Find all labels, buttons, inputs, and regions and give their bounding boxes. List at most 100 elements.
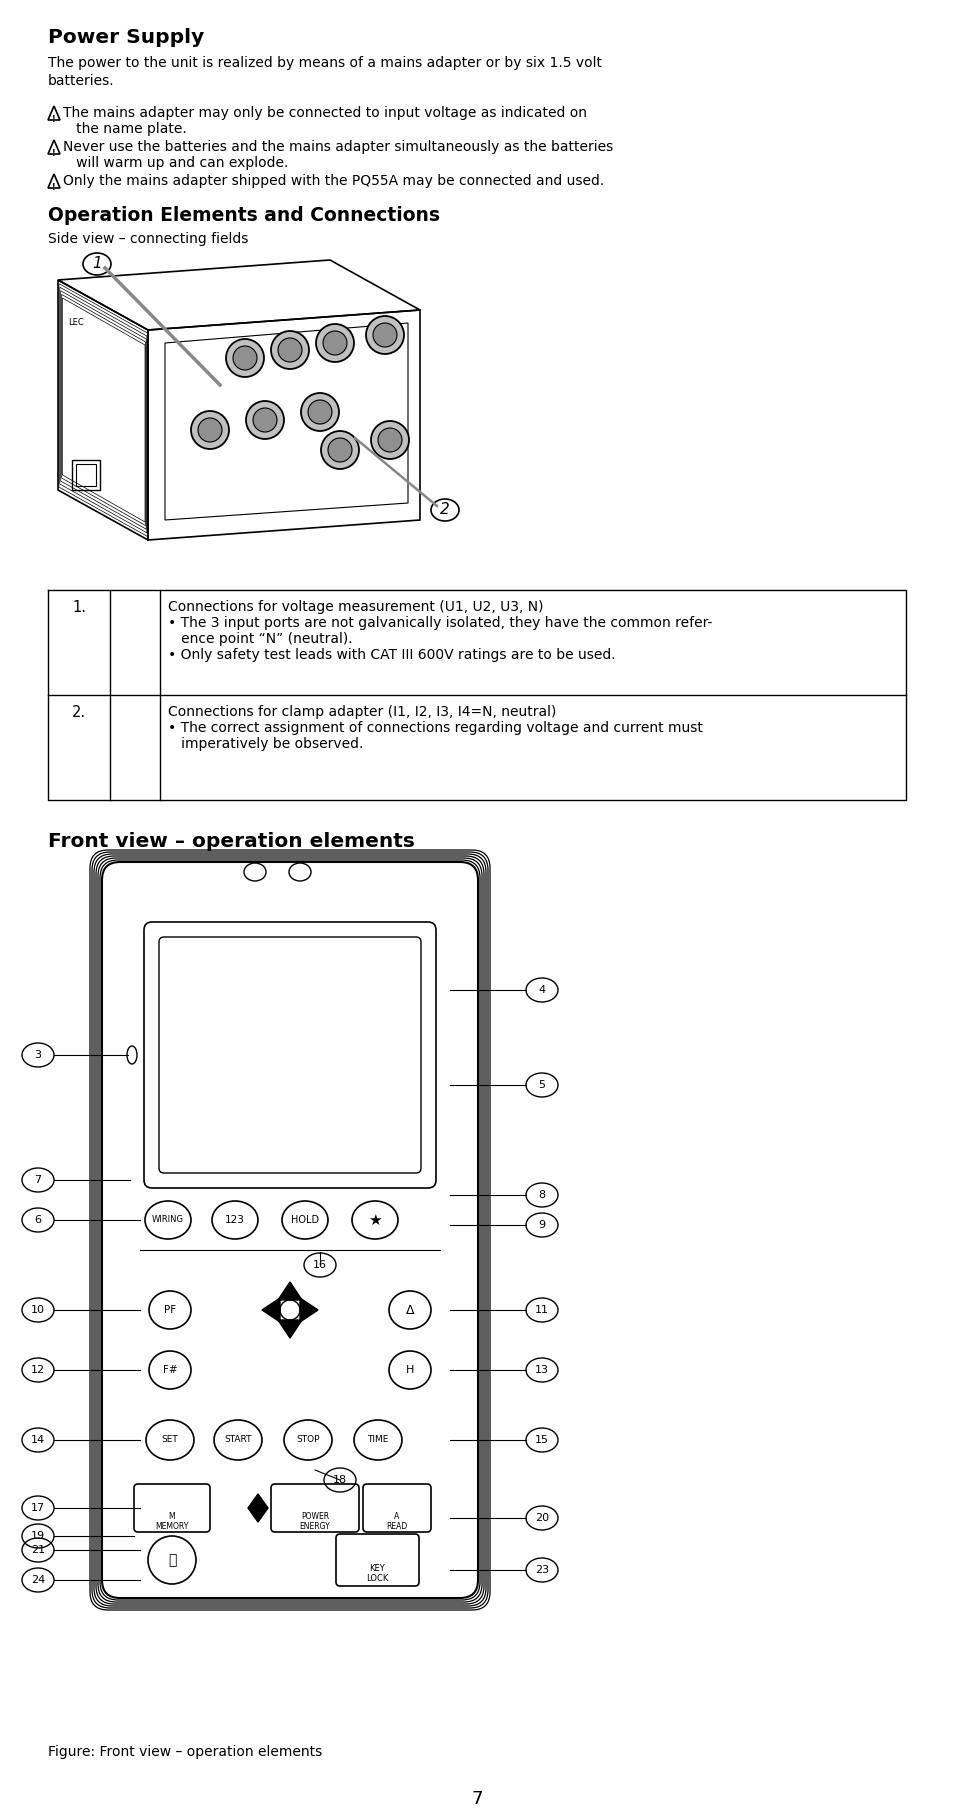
- Ellipse shape: [253, 407, 276, 433]
- Text: M
MEMORY: M MEMORY: [155, 1513, 189, 1531]
- Text: !: !: [52, 115, 56, 124]
- Ellipse shape: [226, 338, 264, 376]
- Ellipse shape: [328, 438, 352, 462]
- Ellipse shape: [198, 418, 222, 442]
- Ellipse shape: [191, 411, 229, 449]
- Ellipse shape: [373, 324, 396, 347]
- Text: TIME: TIME: [367, 1436, 388, 1445]
- FancyBboxPatch shape: [133, 1483, 210, 1533]
- Text: 14: 14: [30, 1434, 45, 1445]
- Text: 16: 16: [313, 1260, 327, 1271]
- Text: START: START: [224, 1436, 252, 1445]
- Text: 6: 6: [34, 1214, 42, 1225]
- Text: batteries.: batteries.: [48, 75, 114, 87]
- Text: 4: 4: [537, 985, 545, 994]
- Text: 24: 24: [30, 1574, 45, 1585]
- Ellipse shape: [323, 331, 347, 355]
- Text: ⏻: ⏻: [168, 1553, 176, 1567]
- Text: 5: 5: [537, 1080, 545, 1091]
- Ellipse shape: [320, 431, 358, 469]
- Text: 21: 21: [30, 1545, 45, 1554]
- Text: F#: F#: [163, 1365, 177, 1374]
- FancyBboxPatch shape: [94, 854, 485, 1605]
- Text: Never use the batteries and the mains adapter simultaneously as the batteries: Never use the batteries and the mains ad…: [63, 140, 613, 155]
- Text: Connections for voltage measurement (U1, U2, U3, N): Connections for voltage measurement (U1,…: [168, 600, 543, 614]
- Text: 8: 8: [537, 1191, 545, 1200]
- Text: Front view – operation elements: Front view – operation elements: [48, 833, 415, 851]
- Ellipse shape: [246, 402, 284, 438]
- Text: 13: 13: [535, 1365, 548, 1374]
- FancyBboxPatch shape: [363, 1483, 431, 1533]
- Ellipse shape: [301, 393, 338, 431]
- Text: 11: 11: [535, 1305, 548, 1314]
- Text: 12: 12: [30, 1365, 45, 1374]
- FancyBboxPatch shape: [90, 851, 490, 1611]
- Text: 20: 20: [535, 1513, 549, 1523]
- Text: 15: 15: [535, 1434, 548, 1445]
- Text: 2: 2: [439, 502, 450, 518]
- Text: The power to the unit is realized by means of a mains adapter or by six 1.5 volt: The power to the unit is realized by mea…: [48, 56, 601, 71]
- FancyBboxPatch shape: [100, 860, 479, 1600]
- Text: Δ: Δ: [405, 1304, 414, 1316]
- Text: imperatively be observed.: imperatively be observed.: [168, 736, 363, 751]
- Ellipse shape: [366, 316, 403, 355]
- Ellipse shape: [371, 422, 409, 458]
- Text: 3: 3: [34, 1051, 42, 1060]
- FancyBboxPatch shape: [102, 862, 477, 1598]
- Polygon shape: [299, 1298, 317, 1322]
- Text: !: !: [52, 184, 56, 193]
- Text: the name plate.: the name plate.: [63, 122, 187, 136]
- Text: A
READ: A READ: [386, 1513, 407, 1531]
- Text: • The 3 input ports are not galvanically isolated, they have the common refer-: • The 3 input ports are not galvanically…: [168, 616, 712, 631]
- Text: ence point “N” (neutral).: ence point “N” (neutral).: [168, 633, 353, 645]
- Ellipse shape: [315, 324, 354, 362]
- Text: 7: 7: [34, 1174, 42, 1185]
- Text: 1.: 1.: [71, 600, 86, 614]
- Ellipse shape: [308, 400, 332, 424]
- Text: 9: 9: [537, 1220, 545, 1231]
- Polygon shape: [248, 1494, 268, 1507]
- Text: Figure: Front view – operation elements: Figure: Front view – operation elements: [48, 1745, 322, 1760]
- Text: ★: ★: [368, 1213, 381, 1227]
- Ellipse shape: [377, 427, 401, 453]
- Text: POWER
ENERGY: POWER ENERGY: [299, 1513, 330, 1531]
- Text: The mains adapter may only be connected to input voltage as indicated on: The mains adapter may only be connected …: [63, 105, 586, 120]
- Ellipse shape: [271, 331, 309, 369]
- Text: • The correct assignment of connections regarding voltage and current must: • The correct assignment of connections …: [168, 722, 702, 734]
- Text: 10: 10: [30, 1305, 45, 1314]
- Ellipse shape: [233, 345, 256, 371]
- Text: !: !: [52, 149, 56, 158]
- Text: HOLD: HOLD: [291, 1214, 318, 1225]
- Polygon shape: [277, 1320, 302, 1338]
- Text: Only the mains adapter shipped with the PQ55A may be connected and used.: Only the mains adapter shipped with the …: [63, 175, 603, 187]
- Text: will warm up and can explode.: will warm up and can explode.: [63, 156, 288, 171]
- FancyBboxPatch shape: [96, 856, 483, 1603]
- Text: 18: 18: [333, 1474, 347, 1485]
- Text: 17: 17: [30, 1503, 45, 1513]
- Text: Power Supply: Power Supply: [48, 27, 204, 47]
- Text: WIRING: WIRING: [152, 1216, 184, 1225]
- Text: KEY
LOCK: KEY LOCK: [365, 1563, 388, 1583]
- Text: STOP: STOP: [296, 1436, 319, 1445]
- Polygon shape: [262, 1298, 280, 1322]
- Text: • Only safety test leads with CAT III 600V ratings are to be used.: • Only safety test leads with CAT III 60…: [168, 647, 615, 662]
- Text: 2.: 2.: [71, 705, 86, 720]
- Polygon shape: [248, 1507, 268, 1522]
- Ellipse shape: [277, 338, 302, 362]
- FancyBboxPatch shape: [271, 1483, 358, 1533]
- Text: 1: 1: [92, 256, 102, 271]
- FancyBboxPatch shape: [98, 858, 481, 1602]
- Text: 19: 19: [30, 1531, 45, 1542]
- FancyBboxPatch shape: [335, 1534, 418, 1585]
- Text: 123: 123: [225, 1214, 245, 1225]
- Text: Operation Elements and Connections: Operation Elements and Connections: [48, 205, 439, 225]
- Polygon shape: [277, 1282, 302, 1300]
- Text: 7: 7: [471, 1791, 482, 1807]
- Text: Side view – connecting fields: Side view – connecting fields: [48, 233, 248, 245]
- Text: H: H: [405, 1365, 414, 1374]
- FancyBboxPatch shape: [159, 936, 420, 1173]
- FancyBboxPatch shape: [144, 922, 436, 1187]
- Text: Connections for clamp adapter (I1, I2, I3, I4=N, neutral): Connections for clamp adapter (I1, I2, I…: [168, 705, 556, 718]
- FancyBboxPatch shape: [91, 853, 488, 1607]
- Text: LEC: LEC: [68, 318, 84, 327]
